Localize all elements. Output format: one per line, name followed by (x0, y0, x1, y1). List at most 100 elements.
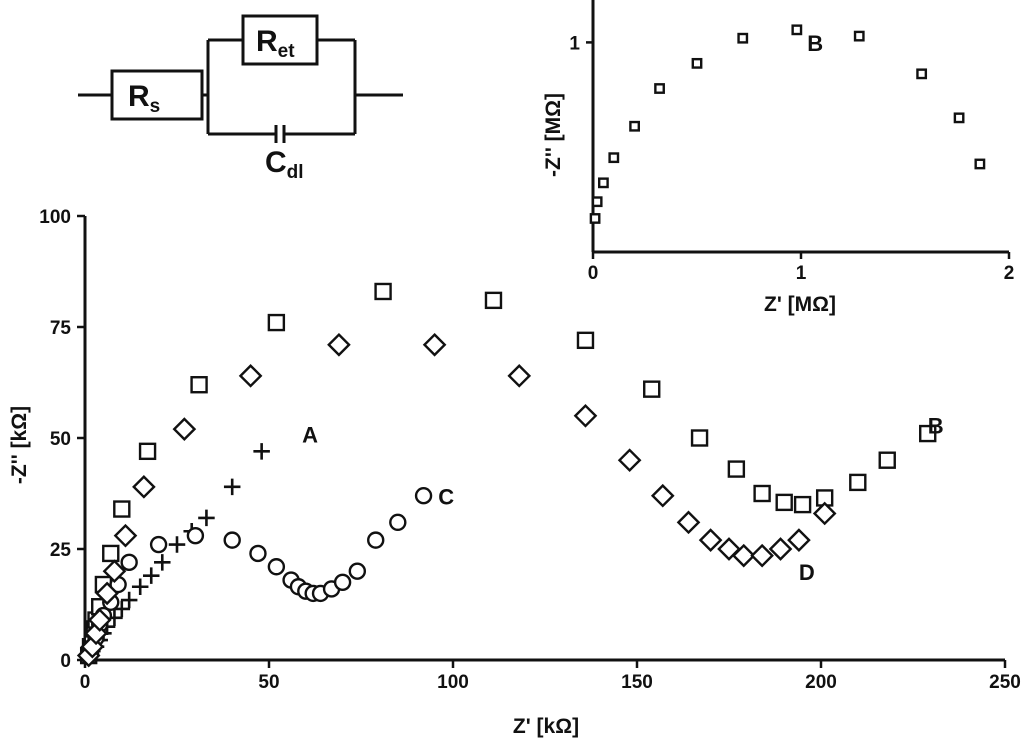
main-series-a-point (223, 478, 241, 496)
main-series-d-point (650, 483, 675, 508)
main-series-d-point (102, 559, 127, 584)
inset-series-b-point (589, 213, 601, 224)
main-series-c-point (367, 531, 385, 549)
inset-series-b-point (974, 158, 986, 170)
main-series-d-point (698, 528, 723, 552)
main-series-b-point (793, 495, 812, 514)
main-series-c-point (267, 558, 286, 576)
main-markers (76, 282, 937, 668)
inset-series-b-point (691, 57, 703, 69)
main-series-c-point (223, 531, 241, 549)
inset-markers (589, 24, 986, 224)
main-y-tick-label: 100 (39, 207, 71, 228)
main-series-b-point (753, 484, 771, 503)
main-series-c-point (414, 487, 433, 505)
main-series-c-point (249, 544, 267, 563)
main-x-tick-label: 150 (621, 672, 653, 693)
inset-x-axis-label: Z' [MΩ] (764, 293, 836, 316)
main-series-b-point (267, 313, 286, 332)
main-series-b-point (190, 376, 208, 394)
main-series-a-point (120, 591, 138, 609)
main-y-ticks: 0 25 50 75 100 (39, 207, 85, 672)
main-series-d-point (617, 448, 642, 473)
main-series-b-point (727, 460, 746, 478)
inset-series-b-point (953, 112, 965, 124)
main-series-c-point (348, 562, 367, 580)
main-series-d-point (113, 523, 138, 548)
main-series-d-point (95, 581, 119, 606)
inset-x-tick-label: 1 (796, 263, 807, 284)
inset-series-labels: B (807, 31, 823, 56)
main-series-d-point (238, 364, 263, 388)
main-series-b-point (690, 429, 709, 447)
main-series-b-point (374, 282, 392, 301)
inset-x-tick-label: 2 (1004, 263, 1015, 284)
main-series-d-point (507, 364, 532, 388)
main-series-b-point (775, 493, 793, 512)
main-series-d-point (87, 608, 112, 632)
inset-series-label-b: B (807, 31, 823, 56)
main-series-label-c: C (438, 485, 454, 510)
main-series-d-point (327, 332, 351, 357)
main-series-b-point (919, 424, 937, 443)
resistor-ret-box (241, 14, 319, 66)
main-series-c-point (186, 526, 205, 545)
main-series-d-point (573, 403, 598, 428)
main-series-a-point (168, 536, 186, 553)
main-series-b-point (138, 442, 157, 461)
label-cdl: Cdl (265, 146, 304, 183)
main-x-tick-label: 0 (80, 672, 91, 693)
main-series-d-point (768, 537, 793, 561)
main-series-a-point (142, 567, 160, 584)
main-series-d-point (731, 543, 756, 568)
inset-chart: 0 1 2 1 Z' [MΩ] -Z'' [MΩ] B (542, 0, 1014, 316)
main-x-tick-label: 100 (437, 672, 469, 693)
main-series-d-point (132, 475, 156, 499)
main-y-tick-label: 75 (50, 318, 72, 339)
inset-series-b-point (853, 30, 865, 42)
main-series-a-point (154, 554, 171, 571)
main-series-a-point (253, 443, 270, 460)
main-series-d-point (676, 510, 701, 535)
main-x-tick-label: 50 (258, 672, 279, 693)
main-series-b-point (102, 544, 120, 563)
main-x-axis-label: Z' [kΩ] (513, 715, 579, 738)
main-chart: 0 50 100 150 200 250 0 25 50 75 100 Z' [kΩ] -Z'' … (8, 207, 1021, 738)
label-ret: Ret (256, 25, 295, 62)
main-y-tick-label: 50 (50, 429, 71, 450)
inset-series-b-point (791, 24, 803, 36)
main-series-d-point (172, 417, 197, 441)
main-series-c-point (120, 553, 138, 572)
inset-x-tick-label: 0 (588, 263, 599, 284)
inset-series-b-point (916, 68, 928, 80)
main-series-b-point (576, 331, 595, 350)
inset-series-b-point (608, 152, 620, 164)
main-series-c-point (389, 513, 407, 532)
inset-series-b-point (598, 177, 609, 189)
main-series-d-point (750, 543, 774, 568)
main-series-a-point (198, 509, 215, 527)
main-series-d-point (422, 332, 447, 357)
main-series-a-point (131, 578, 149, 595)
main-series-label-b: B (928, 414, 944, 439)
inset-y-axis-label: -Z'' [MΩ] (542, 93, 565, 177)
main-x-ticks: 0 50 100 150 200 250 (80, 660, 1021, 693)
label-rs: Rs (128, 80, 160, 117)
inset-series-b-point (629, 120, 641, 132)
main-series-d-point (787, 528, 811, 552)
inset-series-b-point (591, 196, 603, 208)
main-y-axis-label: -Z'' [kΩ] (8, 406, 31, 484)
inset-x-ticks: 0 1 2 (588, 252, 1015, 284)
main-series-c-point (333, 573, 352, 591)
main-y-tick-label: 0 (60, 651, 71, 672)
inset-y-tick-label: 1 (569, 33, 580, 54)
main-series-b-point (878, 451, 896, 469)
equivalent-circuit (78, 14, 403, 143)
main-x-tick-label: 200 (805, 672, 837, 693)
main-series-c-point (149, 535, 168, 554)
inset-series-b-point (654, 83, 665, 94)
inset-y-ticks: 1 (569, 33, 593, 54)
inset-series-b-point (737, 32, 749, 44)
main-series-label-d: D (799, 560, 815, 585)
